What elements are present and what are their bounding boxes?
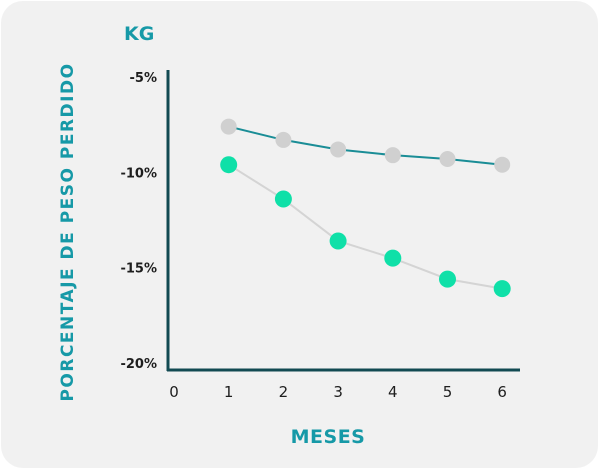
y-tick-label: -5% <box>130 71 157 86</box>
x-tick-label: 3 <box>333 383 343 401</box>
data-point <box>275 131 292 148</box>
data-point <box>329 232 347 250</box>
series-line <box>228 125 503 166</box>
y-axis-ticks: -5% -10% -15% -20% <box>120 71 157 372</box>
x-tick-label: 6 <box>497 383 507 401</box>
data-point <box>220 156 238 174</box>
series-line <box>228 163 503 290</box>
y-axis-title: PORCENTAJE DE PESO PERDIDO <box>58 62 78 401</box>
data-point <box>274 190 292 208</box>
data-point <box>384 147 401 164</box>
data-point <box>439 150 456 167</box>
y-tick-label: -10% <box>120 166 157 181</box>
data-point <box>220 118 237 135</box>
series-1 <box>220 118 511 173</box>
y-tick-label: -15% <box>120 262 157 277</box>
data-point <box>330 141 347 158</box>
series-2 <box>220 156 511 298</box>
x-tick-label: 5 <box>443 383 453 401</box>
y-tick-label: -20% <box>120 357 157 372</box>
series-layer <box>220 118 511 298</box>
data-point <box>384 249 402 267</box>
x-tick-label: 4 <box>388 383 398 401</box>
x-tick-label: 1 <box>224 383 234 401</box>
x-tick-label: 0 <box>169 383 179 401</box>
x-tick-label: 2 <box>279 383 289 401</box>
x-axis-ticks: 0 1 2 3 4 5 6 <box>169 383 507 401</box>
chart-card <box>1 1 598 468</box>
data-point <box>493 280 511 298</box>
data-point <box>494 156 511 173</box>
x-axis-title: MESES <box>291 426 366 448</box>
data-point <box>439 270 456 288</box>
unit-label: KG <box>124 23 154 45</box>
